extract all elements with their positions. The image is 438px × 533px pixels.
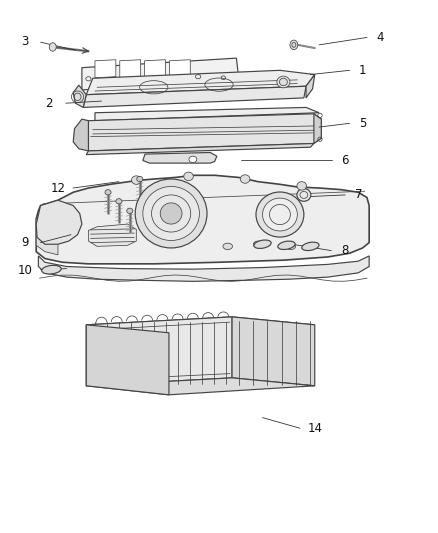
Ellipse shape xyxy=(277,76,290,88)
Text: 12: 12 xyxy=(50,182,65,195)
Ellipse shape xyxy=(42,265,61,274)
Ellipse shape xyxy=(135,179,207,248)
Polygon shape xyxy=(86,317,315,333)
Polygon shape xyxy=(145,60,166,78)
Ellipse shape xyxy=(297,189,311,201)
Polygon shape xyxy=(73,85,86,108)
Ellipse shape xyxy=(160,203,182,224)
Polygon shape xyxy=(232,317,315,386)
Ellipse shape xyxy=(127,208,133,214)
Text: 4: 4 xyxy=(376,31,384,44)
Ellipse shape xyxy=(184,172,193,181)
Polygon shape xyxy=(95,60,116,78)
Polygon shape xyxy=(39,256,369,281)
Ellipse shape xyxy=(137,176,143,182)
Ellipse shape xyxy=(256,192,304,237)
Ellipse shape xyxy=(240,175,250,183)
Polygon shape xyxy=(143,152,217,163)
Polygon shape xyxy=(88,114,321,151)
Text: 8: 8 xyxy=(342,244,349,257)
Ellipse shape xyxy=(143,187,199,240)
Ellipse shape xyxy=(278,241,295,249)
Polygon shape xyxy=(36,175,369,264)
Polygon shape xyxy=(88,224,136,246)
Ellipse shape xyxy=(262,198,297,231)
Ellipse shape xyxy=(286,243,296,249)
Ellipse shape xyxy=(290,40,298,50)
Text: 2: 2 xyxy=(46,96,53,110)
Polygon shape xyxy=(86,378,315,395)
Ellipse shape xyxy=(131,176,141,184)
Polygon shape xyxy=(83,86,306,108)
Polygon shape xyxy=(306,75,315,98)
Ellipse shape xyxy=(302,242,319,251)
Polygon shape xyxy=(86,325,169,395)
Text: 6: 6 xyxy=(342,154,349,167)
Text: 5: 5 xyxy=(359,117,366,130)
Polygon shape xyxy=(86,143,314,155)
Ellipse shape xyxy=(223,243,233,249)
Polygon shape xyxy=(170,60,190,78)
Ellipse shape xyxy=(105,190,111,195)
Polygon shape xyxy=(82,58,239,90)
Ellipse shape xyxy=(189,156,197,163)
Polygon shape xyxy=(86,70,315,95)
Text: 3: 3 xyxy=(21,35,29,47)
Polygon shape xyxy=(95,108,319,120)
Ellipse shape xyxy=(116,199,122,204)
Polygon shape xyxy=(314,114,321,143)
Text: 7: 7 xyxy=(354,189,362,201)
Ellipse shape xyxy=(49,43,56,51)
Ellipse shape xyxy=(254,240,271,248)
Polygon shape xyxy=(86,317,232,386)
Polygon shape xyxy=(73,119,88,151)
Polygon shape xyxy=(36,215,58,255)
Ellipse shape xyxy=(297,182,307,190)
Text: 10: 10 xyxy=(18,264,33,277)
Polygon shape xyxy=(120,60,141,78)
Text: 9: 9 xyxy=(21,236,29,249)
Ellipse shape xyxy=(253,241,263,247)
Text: 14: 14 xyxy=(307,422,322,435)
Polygon shape xyxy=(36,200,82,244)
Text: 1: 1 xyxy=(359,64,366,77)
